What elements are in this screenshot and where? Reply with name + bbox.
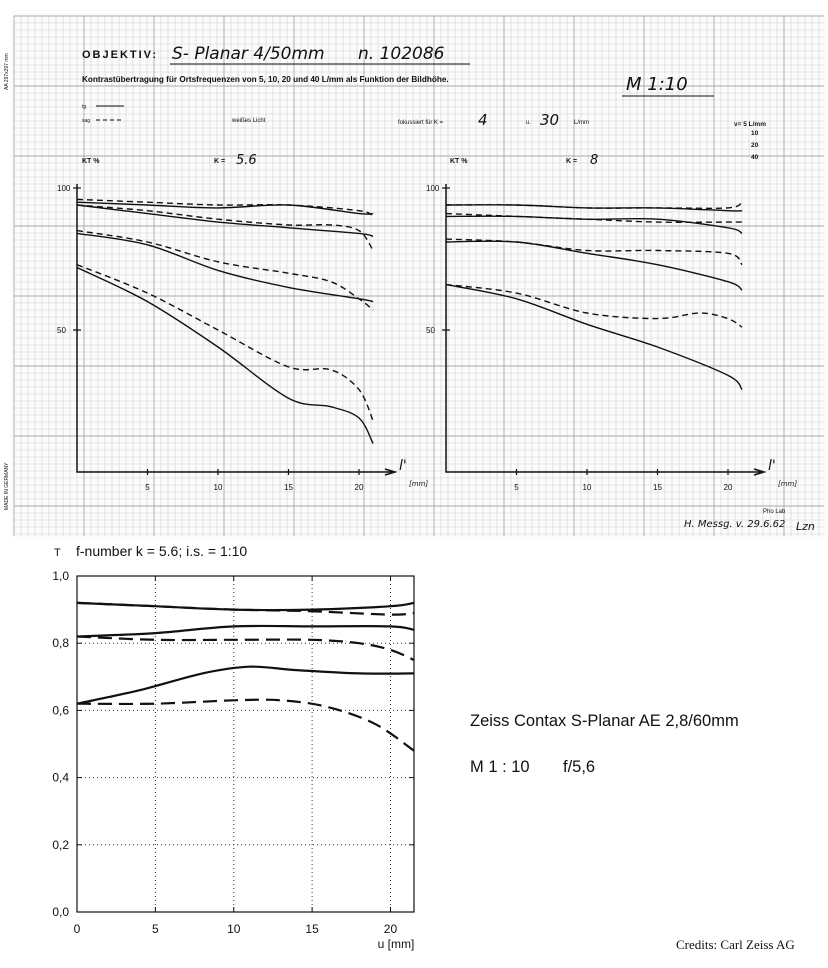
modern-mtf-curve-dashed (76, 635, 415, 662)
annotation-aperture: f/5,6 (563, 758, 595, 776)
scan-mtf-curve-dashed (445, 238, 743, 266)
scan-serial-number: n. 102086 (358, 44, 445, 64)
scan-mtf-curve-solid (76, 204, 374, 237)
scan-light-label: weißes Licht (231, 118, 266, 124)
annotation-lens-name: Zeiss Contax S-Planar AE 2,8/60mm (470, 712, 739, 730)
scan-focus-unit: L/mm (574, 120, 589, 126)
modern-mtf-chart: 0 5 10 15 20 0,0 0,2 0,4 0,6 0,8 1,0 u [mm] (52, 569, 415, 951)
modern-mtf-curve-solid (76, 624, 415, 638)
mtf-panel-k8: 50 100 5 10 15 20 l'[mm] (426, 184, 797, 492)
freq-header: ν= 5 L/mm (734, 121, 766, 128)
graph-paper-grid (13, 15, 824, 536)
scan-mtf-curve-dashed (76, 198, 374, 218)
modern-mtf-curve-dashed (76, 601, 415, 616)
modern-mtf-curve-dashed (76, 698, 415, 752)
modern-x-tick-label: 10 (227, 922, 241, 936)
modern-y-tick-label: 0,4 (52, 771, 69, 785)
scan-x-tick-label: 5 (145, 483, 150, 492)
scan-x-unit: [mm] (409, 480, 428, 488)
scan-mtf-curve-dashed (445, 201, 743, 209)
modern-y-tick-label: 0,2 (52, 838, 69, 852)
scan-mtf-curve-dashed (445, 283, 743, 328)
scan-mtf-curve-solid (76, 201, 374, 215)
scan-y-tick-label: 100 (426, 184, 440, 193)
panel-right-ylabel: KT % (450, 158, 468, 165)
modern-y-tick-label: 0,6 (52, 703, 69, 717)
scan-y-tick-label: 50 (57, 326, 66, 335)
modern-ylabel: T (54, 547, 61, 559)
scan-mtf-curve-solid (445, 283, 743, 391)
scan-x-tick-label: 10 (583, 483, 592, 492)
scan-sheet (10, 10, 826, 538)
freq-value-20: 20 (751, 142, 759, 149)
scan-x-tick-label: 20 (724, 483, 733, 492)
scan-title-label: OBJEKTIV: (82, 49, 158, 61)
scan-y-tick-label: 100 (57, 184, 71, 193)
scan-x-label: l' (768, 458, 776, 474)
modern-x-axis-label: u [mm] (378, 937, 415, 951)
modern-y-tick-label: 0,0 (52, 905, 69, 919)
scan-y-tick-label: 50 (426, 326, 435, 335)
footer-note: H. Messg. v. 29.6.62 (684, 519, 785, 530)
modern-y-tick-label: 1,0 (52, 569, 69, 583)
panel-left-k-value: 5.6 (236, 153, 257, 168)
modern-plot-frame (76, 575, 415, 913)
mtf-panel-k5-6: 50 100 5 10 15 20 l'[mm] (57, 184, 428, 492)
scan-mtf-curve-dashed (445, 212, 743, 224)
scan-x-arrow (753, 468, 767, 476)
modern-x-tick-label: 20 (384, 922, 398, 936)
panel-left-k-label: K = (214, 158, 225, 165)
modern-x-tick-label: 15 (305, 922, 319, 936)
scan-x-tick-label: 15 (284, 483, 293, 492)
scan-mtf-curve-dashed (76, 204, 374, 251)
grid-major-lines (13, 15, 824, 536)
grid-minor-lines (14, 16, 824, 536)
annotation-scale: M 1 : 10 (470, 758, 530, 776)
scan-x-tick-label: 15 (653, 483, 662, 492)
footer-signature: Lzn (796, 520, 815, 533)
modern-mtf-curve-solid (76, 665, 415, 705)
footer-lab: Pho Lab (763, 509, 786, 515)
freq-value-10: 10 (751, 130, 759, 137)
credits-text: Credits: Carl Zeiss AG (676, 937, 795, 952)
scan-mtf-curve-dashed (76, 264, 374, 422)
scan-mtf-curve-dashed (76, 229, 374, 311)
scan-mtf-curve-solid (76, 266, 374, 444)
modern-y-tick-label: 0,8 (52, 636, 69, 650)
scan-focus-freq: 30 (540, 111, 559, 129)
modern-x-tick-label: 0 (74, 922, 81, 936)
scan-lens-name: S- Planar 4/50mm (172, 44, 325, 64)
scan-focus-k: 4 (478, 111, 488, 129)
scan-axes (76, 184, 392, 473)
scan-x-tick-label: 20 (355, 483, 364, 492)
scan-x-arrow (384, 468, 398, 476)
freq-value-40: 40 (751, 154, 759, 161)
scan-subtitle: Kontrastübertragung für Ortsfrequenzen v… (82, 75, 449, 84)
margin-note-format: AA 297x297 mm (4, 53, 10, 90)
scan-focus-u: u. (526, 120, 531, 126)
modern-title: f-number k = 5.6; i.s. = 1:10 (76, 543, 247, 559)
panel-right-k-label: K = (566, 158, 577, 165)
modern-x-tick-label: 5 (152, 922, 159, 936)
panel-right-k-value: 8 (590, 153, 598, 168)
legend-tg-label: tg (82, 104, 86, 110)
legend-sag-label: sag (82, 118, 90, 124)
scan-x-tick-label: 5 (514, 483, 519, 492)
scan-x-label: l' (399, 458, 407, 474)
panel-left-ylabel: KT % (82, 158, 100, 165)
margin-note-origin: MADE IN GERMANY (4, 462, 10, 510)
scan-x-tick-label: 10 (214, 483, 223, 492)
scan-scale: M 1:10 (626, 74, 688, 95)
scan-x-unit: [mm] (778, 480, 797, 488)
scan-axes (445, 184, 761, 473)
scan-focus-label: fokussiert für K = (398, 120, 444, 126)
